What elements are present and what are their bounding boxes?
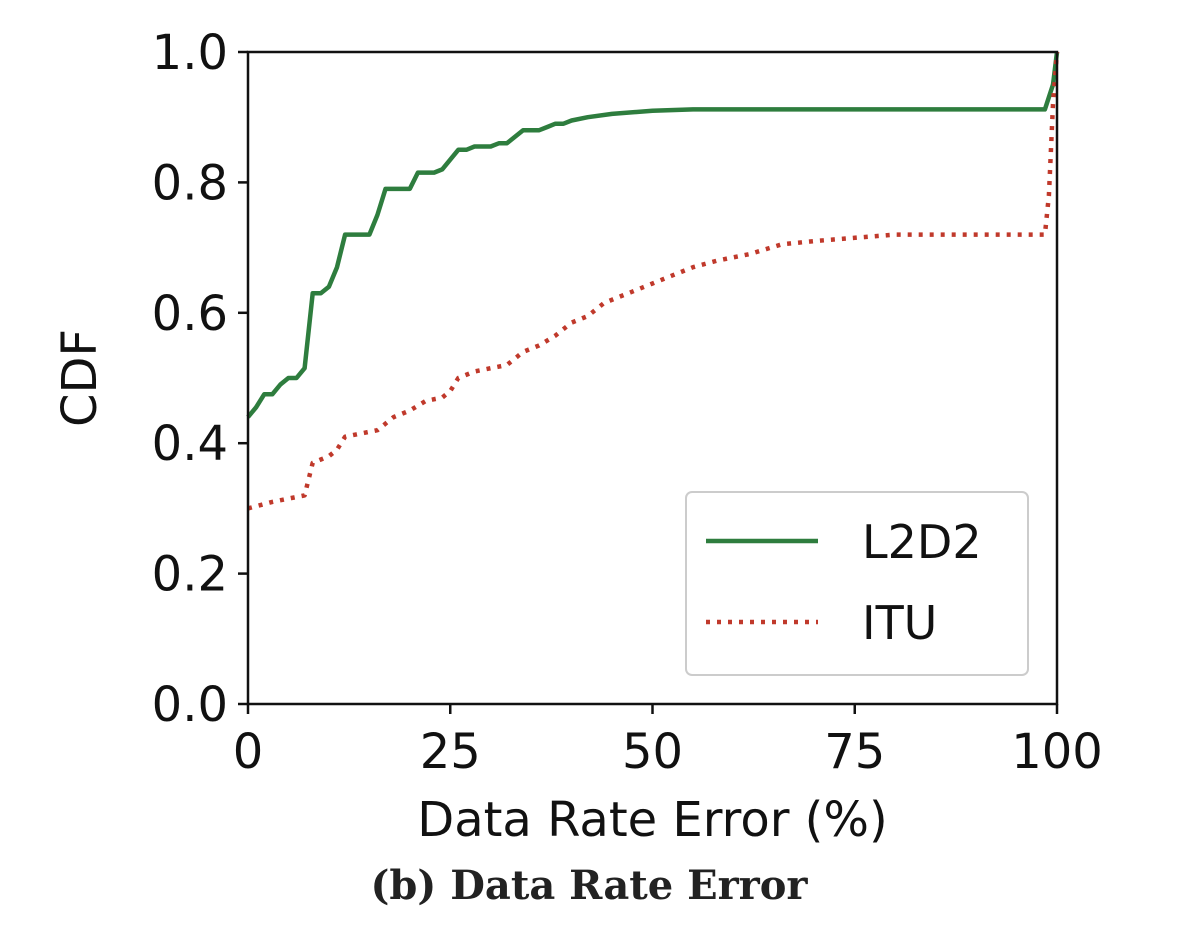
series-line-l2d2 (246, 51, 1060, 419)
x-tick-label: 0 (233, 724, 264, 780)
series-layer (246, 51, 1060, 511)
y-tick-label: 0.2 (152, 547, 228, 603)
series-line-itu (247, 51, 1060, 511)
legend-label-itu: ITU (862, 596, 937, 650)
legend: L2D2 ITU (685, 491, 1029, 676)
y-tick-label: 0.6 (152, 286, 228, 342)
cdf-chart: 0 25 50 75 100 0.0 0.2 0.4 0.6 0.8 1.0 Data Rate E… (52, 25, 1103, 848)
y-tick-label: 1.0 (152, 25, 228, 81)
legend-box (685, 491, 1029, 676)
x-tick-label: 25 (420, 724, 481, 780)
x-tick-label: 100 (1011, 724, 1103, 780)
figure-caption: (b) Data Rate Error (370, 862, 808, 909)
tick-layer: 0 25 50 75 100 0.0 0.2 0.4 0.6 0.8 1.0 (152, 25, 1103, 780)
legend-label-l2d2: L2D2 (862, 515, 982, 569)
y-tick-label: 0.8 (152, 155, 228, 211)
x-axis-label: Data Rate Error (%) (417, 792, 888, 848)
x-tick-label: 50 (622, 724, 683, 780)
y-axis-label: CDF (52, 329, 108, 427)
y-tick-label: 0.0 (152, 677, 228, 733)
y-tick-label: 0.4 (152, 416, 228, 472)
x-tick-label: 75 (824, 724, 885, 780)
